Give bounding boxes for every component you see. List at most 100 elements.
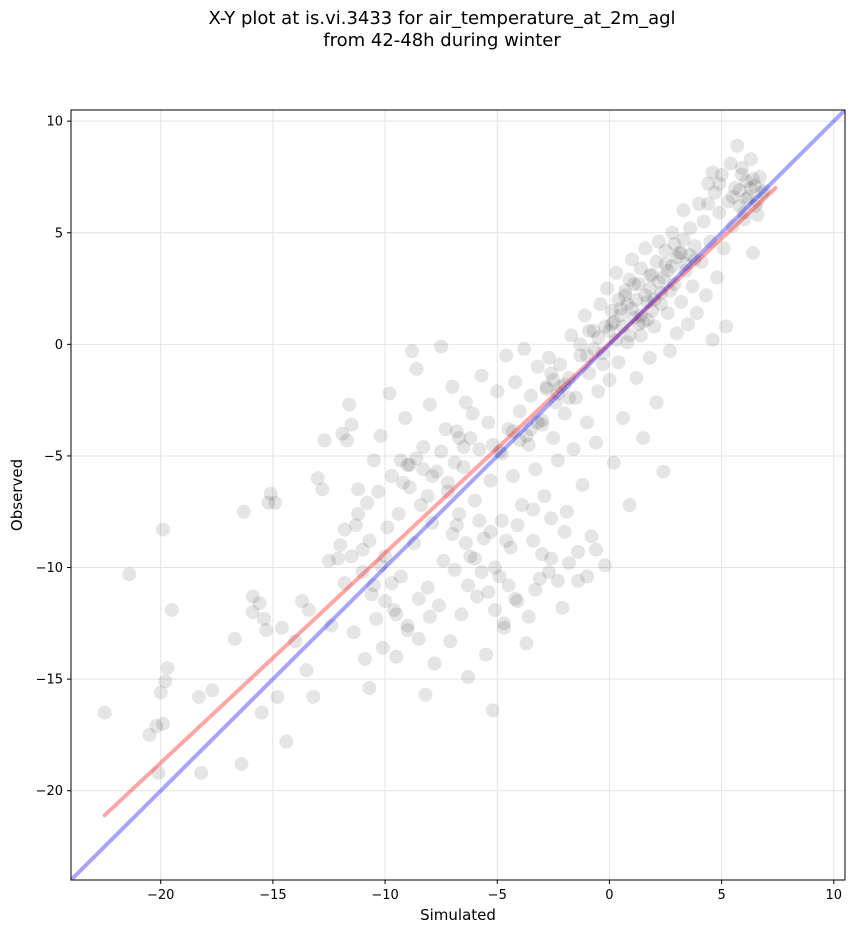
scatter-point [322, 553, 336, 568]
scatter-point [645, 268, 660, 283]
scatter-point [492, 444, 507, 459]
scatter-point [636, 315, 651, 330]
x-tick-label: −20 [147, 888, 174, 903]
scatter-point [194, 765, 209, 780]
scatter-point [252, 596, 267, 611]
scatter-point [270, 689, 285, 704]
scatter-point [591, 330, 606, 345]
scatter-point [678, 257, 693, 271]
scatter-point [622, 272, 637, 287]
scatter-point [734, 167, 749, 182]
fit-line [102, 186, 778, 818]
scatter-point [676, 232, 691, 247]
scatter-point [384, 576, 399, 591]
scatter-point [122, 567, 137, 582]
scatter-point [357, 652, 372, 667]
scatter-point [712, 176, 727, 191]
scatter-point [588, 542, 603, 557]
scatter-point [658, 243, 673, 258]
scatter-point [402, 457, 417, 472]
scatter-point [461, 669, 476, 684]
scatter-point [447, 562, 462, 577]
one-to-one-line [71, 110, 845, 880]
scatter-point [494, 513, 509, 528]
scatter-point [447, 455, 462, 470]
scatter-point [530, 415, 545, 430]
scatter-point [378, 594, 393, 609]
scatter-point [400, 623, 415, 638]
scatter-point [645, 303, 660, 318]
scatter-point [375, 640, 390, 655]
scatter-point [400, 618, 415, 633]
scatter-point [712, 205, 727, 220]
scatter-point [544, 366, 559, 381]
scatter-point [373, 558, 388, 573]
scatter-point [445, 379, 460, 394]
scatter-point [382, 386, 397, 401]
scatter-point [474, 565, 489, 579]
scatter-point [411, 591, 426, 606]
scatter-point [416, 440, 431, 455]
y-tick-label: −15 [36, 673, 63, 688]
scatter-point [434, 339, 449, 354]
scatter-point [611, 355, 626, 370]
scatter-point [582, 323, 597, 338]
scatter-point [234, 756, 249, 771]
scatter-point [523, 422, 538, 437]
scatter-point [741, 190, 756, 205]
scatter-point [191, 689, 206, 704]
scatter-point [440, 475, 455, 490]
scatter-point [622, 498, 637, 513]
scatter-point [550, 573, 565, 588]
scatter-point [344, 549, 359, 564]
scatter-point [701, 176, 716, 191]
scatter-point [427, 656, 442, 671]
scatter-point [389, 649, 404, 664]
scatter-point [151, 765, 166, 780]
scatter-point [593, 297, 608, 312]
scatter-point [667, 236, 682, 251]
scatter-point [541, 565, 556, 579]
scatter-point [317, 433, 332, 448]
scatter-point [676, 203, 691, 218]
scatter-point [636, 431, 651, 446]
regression-lines [71, 110, 845, 880]
scatter-point [301, 602, 316, 617]
scatter-point [674, 245, 689, 260]
scatter-point [660, 306, 675, 321]
scatter-point [553, 357, 568, 372]
scatter-point [698, 288, 713, 303]
scatter-point [647, 292, 662, 307]
scatter-point [164, 602, 179, 617]
scatter-point [440, 484, 455, 499]
scatter-point [620, 335, 635, 350]
scatter-point [387, 602, 402, 617]
scatter-point [517, 341, 532, 356]
scatter-point [425, 469, 440, 484]
scatter-point [472, 513, 487, 528]
scatter-point [633, 308, 648, 323]
scatter-point [416, 462, 431, 477]
scatter-point [663, 283, 678, 298]
scatter-point [537, 489, 552, 504]
scatter-point [559, 504, 574, 519]
scatter-point [642, 350, 657, 365]
scatter-point [452, 506, 467, 521]
scatter-point [642, 281, 657, 296]
scatter-point [431, 598, 446, 613]
scatter-point [660, 263, 675, 278]
y-axis-label: Observed [8, 459, 26, 531]
scatter-point [588, 435, 603, 450]
scatter-point [97, 705, 112, 720]
scatter-point [577, 308, 592, 323]
scatter-point [355, 542, 370, 557]
scatter-point [620, 297, 635, 312]
scatter-point [633, 261, 648, 276]
scatter-point [689, 306, 704, 321]
scatter-point [369, 611, 384, 626]
scatter-point [532, 571, 547, 586]
scatter-point [205, 683, 220, 698]
scatter-point [580, 348, 594, 363]
scatter-point [355, 565, 370, 579]
scatter-point [680, 317, 695, 332]
